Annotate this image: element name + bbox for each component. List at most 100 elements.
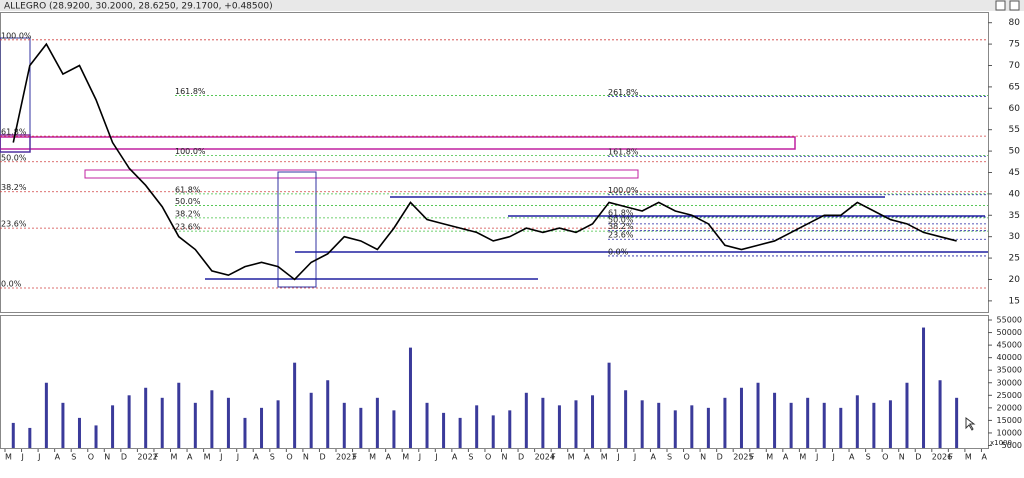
price-line	[12, 42, 957, 281]
volume-bar	[591, 395, 595, 448]
volume-bar	[11, 422, 15, 448]
volume-bar	[657, 402, 661, 448]
x-tick-label: M	[766, 453, 773, 462]
x-tick-label: J	[21, 453, 24, 462]
x-tick-label: M	[601, 453, 608, 462]
volume-bar	[938, 380, 942, 448]
x-tick-label: J	[815, 453, 818, 462]
y-tick-label: 50000	[997, 328, 1022, 337]
x-tick-label: 2024	[535, 453, 555, 462]
x-tick-label: A	[55, 453, 61, 462]
fib-label: 0.0%	[1, 280, 22, 289]
volume-bar	[458, 417, 462, 448]
fib-label: 0.0%	[608, 247, 629, 256]
volume-bar	[789, 402, 793, 448]
y-tick-label: 35	[1009, 211, 1020, 221]
x-tick-label: F	[750, 453, 755, 462]
volume-bar	[326, 380, 330, 448]
plot-area: 1520253035404550556065707580100.0%61.8%5…	[0, 18, 1022, 462]
volume-bar	[855, 395, 859, 448]
x-tick-label: F	[551, 453, 556, 462]
volume-bar	[541, 397, 545, 448]
volume-bar	[557, 405, 561, 448]
volume-bar	[425, 402, 429, 448]
volume-bar	[872, 402, 876, 448]
x-tick-label: 2025	[733, 453, 753, 462]
y-tick-label: 45000	[997, 341, 1022, 350]
x-tick-label: A	[386, 453, 392, 462]
x-tick-label: F	[154, 453, 159, 462]
x-tick-label: D	[121, 453, 127, 462]
x-tick-label: A	[849, 453, 855, 462]
x-tick-label: J	[219, 453, 222, 462]
volume-bar	[888, 400, 892, 448]
fib-label: 61.8%	[1, 128, 27, 137]
volume-bar	[260, 407, 264, 448]
y-tick-label: 50	[1009, 147, 1021, 157]
zone-box	[0, 136, 796, 150]
y-tick-label: 35000	[997, 366, 1022, 375]
volume-bar	[574, 400, 578, 448]
x-tick-label: J	[37, 453, 40, 462]
fib-label: 100.0%	[175, 147, 206, 156]
volume-bar	[77, 417, 81, 448]
x-tick-label: M	[5, 453, 12, 462]
x-tick-label: M	[965, 453, 972, 462]
x-tick-label: D	[717, 453, 723, 462]
fib-label: 50.0%	[608, 215, 634, 224]
x-tick-label: O	[882, 453, 888, 462]
fib-label: 38.2%	[1, 183, 27, 192]
volume-bar	[442, 412, 446, 448]
volume-bar	[922, 327, 926, 448]
volume-bar	[955, 397, 959, 448]
x-tick-label: J	[236, 453, 239, 462]
volume-unit: x1000	[990, 439, 1012, 447]
x-tick-label: O	[88, 453, 94, 462]
zone-box	[84, 169, 639, 179]
x-tick-label: S	[866, 453, 871, 462]
fib-label: 50.0%	[175, 197, 201, 206]
x-tick-label: A	[187, 453, 193, 462]
volume-bar	[508, 410, 512, 448]
fib-label: 261.8%	[608, 88, 639, 97]
restore-button[interactable]	[995, 0, 1006, 11]
y-tick-label: 65	[1009, 82, 1020, 92]
close-button[interactable]	[1009, 0, 1020, 11]
fib-label: 23.6%	[175, 223, 201, 232]
x-tick-label: O	[286, 453, 292, 462]
fib-label: 100.0%	[1, 31, 32, 40]
volume-bar	[94, 425, 98, 448]
fib-label: 50.0%	[1, 153, 27, 162]
y-tick-label: 25000	[997, 391, 1022, 400]
volume-bar	[723, 397, 727, 448]
volume-bar	[839, 407, 843, 448]
x-tick-label: A	[452, 453, 458, 462]
fib-label: 161.8%	[175, 87, 206, 96]
volume-bar	[392, 410, 396, 448]
volume-bar	[359, 407, 363, 448]
volume-bar	[624, 390, 628, 448]
x-tick-label: M	[171, 453, 178, 462]
volume-bar	[491, 415, 495, 448]
fib-label: 38.2%	[175, 209, 201, 218]
zone-box	[0, 37, 31, 153]
x-tick-label: 2023	[336, 453, 356, 462]
x-tick-label: A	[981, 453, 987, 462]
x-tick-label: A	[253, 453, 259, 462]
volume-bar	[640, 400, 644, 448]
x-tick-label: A	[584, 453, 590, 462]
x-tick-label: M	[799, 453, 806, 462]
x-tick-label: M	[568, 453, 575, 462]
x-tick-label: M	[204, 453, 211, 462]
y-tick-label: 5000	[1002, 441, 1022, 450]
x-tick-label: O	[684, 453, 690, 462]
title-bar	[0, 0, 1024, 11]
volume-bar	[160, 397, 164, 448]
volume-bar	[375, 397, 379, 448]
fib-label: 23.6%	[608, 231, 634, 240]
x-tick-label: D	[915, 453, 921, 462]
volume-bar	[773, 392, 777, 448]
x-tick-label: J	[434, 453, 437, 462]
x-tick-label: S	[71, 453, 76, 462]
